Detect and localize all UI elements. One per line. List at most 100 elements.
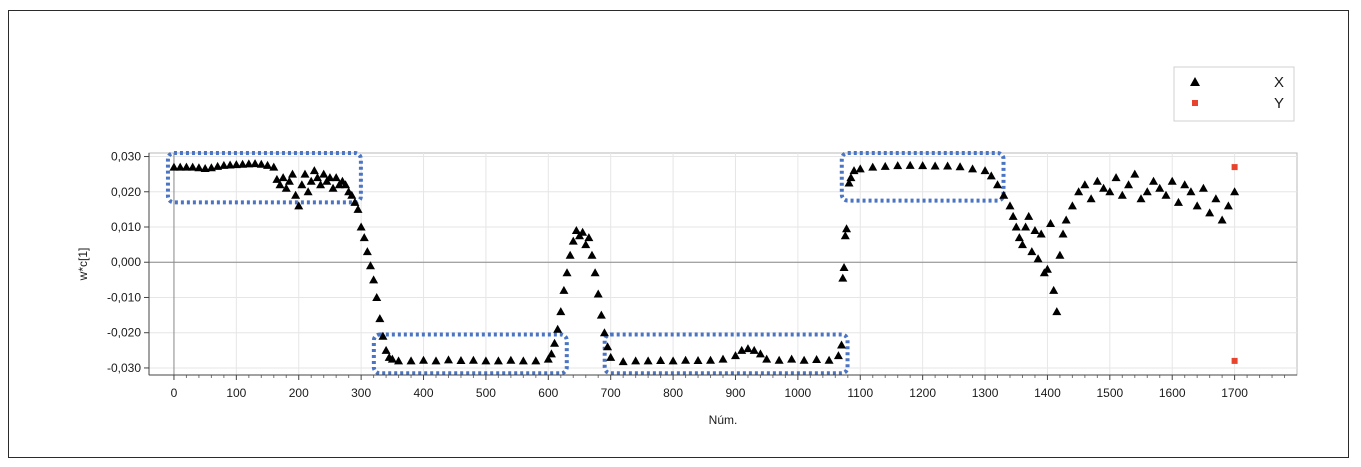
data-point-x	[350, 197, 360, 206]
highlight-boxes	[165, 151, 1006, 376]
x-tick-label: 1600	[1159, 386, 1186, 400]
data-point-x	[1049, 285, 1059, 294]
data-point-x	[297, 180, 307, 189]
data-point-x	[812, 354, 822, 363]
data-point-x	[556, 307, 566, 316]
legend-label: X	[1274, 74, 1284, 91]
data-point-x	[456, 356, 466, 365]
data-point-x	[281, 183, 291, 192]
data-point-x	[930, 161, 940, 170]
data-point-x	[1230, 187, 1240, 196]
x-tick-label: 500	[476, 386, 496, 400]
data-point-x	[1014, 233, 1024, 242]
legend-label: Y	[1274, 95, 1284, 112]
data-point-x	[599, 328, 609, 337]
data-point-x	[303, 187, 313, 196]
data-point-x	[730, 351, 740, 360]
data-point-x	[291, 190, 301, 199]
data-point-x	[231, 160, 241, 169]
data-point-x	[365, 261, 375, 270]
data-point-x	[774, 355, 784, 364]
data-point-x	[256, 159, 266, 168]
data-point-x	[362, 247, 372, 256]
data-point-x	[181, 162, 191, 171]
data-point-x	[799, 355, 809, 364]
data-point-x	[531, 356, 541, 365]
data-point-x	[743, 344, 753, 353]
data-point-x	[1130, 169, 1140, 178]
data-point-x	[593, 289, 603, 298]
data-point-x	[656, 356, 666, 365]
data-point-x	[893, 161, 903, 170]
legend: XY	[1173, 66, 1295, 122]
data-point-x	[833, 351, 843, 360]
data-point-x	[550, 338, 560, 347]
data-point-x	[312, 173, 322, 182]
data-point-x	[1124, 180, 1134, 189]
data-point-x	[419, 355, 429, 364]
data-point-x	[1149, 176, 1158, 185]
data-point-x	[943, 161, 953, 170]
highlight-box	[602, 332, 850, 376]
highlight-box	[165, 151, 363, 205]
data-point-x	[1105, 187, 1115, 196]
data-point-x	[325, 173, 335, 182]
x-tick-label: 600	[538, 386, 558, 400]
data-point-x	[1074, 187, 1084, 196]
data-point-x	[571, 226, 581, 235]
data-point-x	[347, 190, 357, 199]
y-tick-label: 0,010	[111, 220, 141, 234]
data-point-x	[1173, 197, 1183, 206]
data-point-x	[1030, 226, 1040, 235]
data-point-x	[986, 171, 996, 180]
data-point-x	[840, 231, 850, 240]
data-point-x	[918, 161, 928, 170]
data-point-x	[194, 163, 204, 172]
x-tick-label: 900	[725, 386, 745, 400]
data-point-x	[406, 356, 416, 365]
data-point-x	[868, 162, 878, 171]
data-point-x	[288, 169, 297, 178]
x-tick-label: 1300	[972, 386, 999, 400]
x-tick-label: 1100	[847, 386, 873, 400]
data-point-x	[999, 190, 1009, 199]
data-point-x	[1042, 264, 1052, 273]
data-point-x	[880, 161, 890, 170]
data-point-x	[481, 356, 491, 365]
data-point-x	[1136, 194, 1146, 203]
data-point-x	[394, 356, 404, 365]
data-point-x	[1161, 190, 1171, 199]
data-point-x	[1061, 215, 1071, 224]
data-point-x	[225, 160, 235, 169]
data-point-x	[565, 250, 575, 259]
x-tick-label: 400	[414, 386, 434, 400]
data-point-y	[1231, 164, 1238, 171]
data-point-x	[706, 355, 716, 364]
data-point-x	[578, 227, 588, 236]
data-point-x	[1036, 229, 1046, 238]
x-tick-label: 1400	[1034, 386, 1061, 400]
data-point-x	[762, 354, 772, 363]
data-point-x	[359, 233, 369, 242]
data-point-x	[1099, 183, 1109, 192]
data-point-x	[643, 356, 653, 365]
data-point-x	[855, 164, 865, 173]
data-point-x	[1017, 240, 1027, 249]
data-points	[169, 159, 1240, 366]
y-tick-label: -0,020	[107, 326, 141, 340]
data-point-x	[581, 240, 591, 249]
data-point-x	[1086, 194, 1096, 203]
data-point-x	[1167, 176, 1177, 185]
data-point-x	[1033, 254, 1043, 263]
data-point-x	[387, 354, 397, 363]
data-point-x	[369, 275, 379, 284]
data-point-x	[787, 354, 797, 363]
data-point-x	[587, 250, 597, 259]
data-point-x	[618, 357, 628, 366]
y-tick-label: -0,030	[107, 361, 141, 375]
data-point-x	[316, 180, 326, 189]
data-point-x	[980, 166, 990, 175]
data-point-x	[603, 342, 613, 351]
data-point-x	[606, 352, 616, 361]
data-point-x	[1223, 201, 1233, 210]
